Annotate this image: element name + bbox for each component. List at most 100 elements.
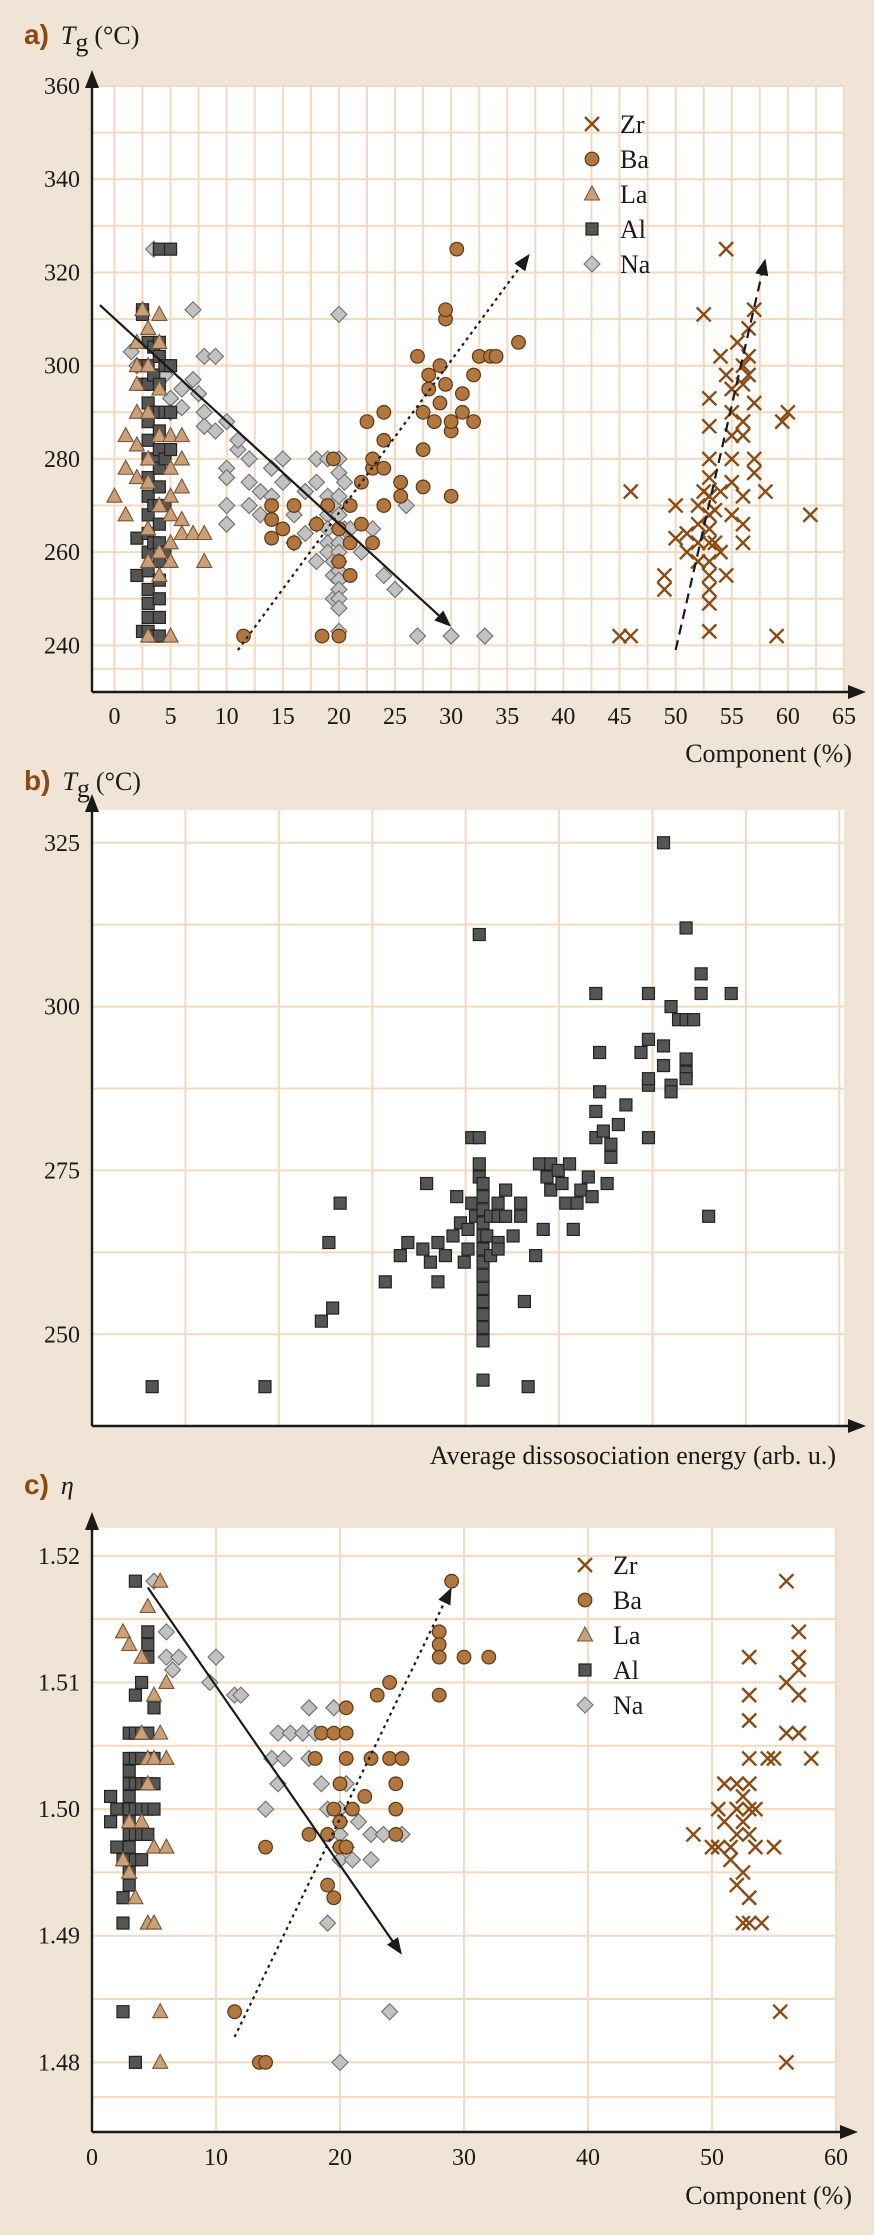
x-tick-label: 30 xyxy=(452,2145,476,2171)
y-tick-label: 250 xyxy=(44,1322,80,1348)
data-point-na xyxy=(240,473,258,492)
data-point-zr xyxy=(746,301,763,318)
trend-arrowhead xyxy=(438,1587,452,1606)
data-point-al xyxy=(163,242,178,256)
x-tick-label: 40 xyxy=(551,704,575,730)
data-point-na xyxy=(275,1749,293,1768)
data-point-ba xyxy=(454,386,470,402)
data-point-zr xyxy=(766,1750,782,1767)
data-point-zr xyxy=(741,1649,758,1666)
x-tick-label: 50 xyxy=(664,704,688,730)
data-point-al xyxy=(694,967,708,981)
data-point-la xyxy=(157,1749,175,1766)
data-point-al xyxy=(145,1380,159,1394)
data-point-na xyxy=(206,422,225,440)
data-point-al xyxy=(472,1157,486,1171)
data-point-na xyxy=(281,1724,300,1742)
data-point-ba xyxy=(365,535,380,551)
data-point-la xyxy=(162,533,179,550)
data-point-ba xyxy=(449,241,465,257)
panel-header: b) Tg (°C) xyxy=(24,765,141,803)
data-point-na xyxy=(330,599,348,617)
data-point-al xyxy=(491,1242,505,1256)
y-tick-label: 1.49 xyxy=(38,1924,80,1950)
data-point-na xyxy=(274,450,292,468)
data-point-la xyxy=(151,2053,169,2069)
x-tick-label: 15 xyxy=(271,704,295,730)
y-tick-label: 1.51 xyxy=(38,1670,80,1696)
y-axis-arrow xyxy=(85,70,99,88)
data-point-al xyxy=(322,1235,336,1250)
data-point-na xyxy=(330,487,348,505)
data-point-ba xyxy=(415,442,431,458)
data-point-la xyxy=(162,505,179,522)
data-point-na xyxy=(349,1812,368,1831)
data-point-la xyxy=(145,1913,163,1930)
data-point-ba xyxy=(342,568,358,583)
data-point-na xyxy=(157,1623,176,1641)
data-point-la xyxy=(106,487,123,503)
data-point-la xyxy=(150,379,168,396)
grid xyxy=(91,1528,837,2132)
legend-marker-na xyxy=(583,255,601,273)
data-point-ba xyxy=(359,414,375,430)
data-point-la xyxy=(173,477,191,494)
data-point-zr xyxy=(735,1915,751,1931)
series-na xyxy=(145,1572,411,2072)
data-point-na xyxy=(232,1686,250,1704)
data-point-na xyxy=(362,1825,380,1844)
data-point-zr xyxy=(741,1775,758,1792)
data-point-na xyxy=(307,552,326,571)
x-tick-label: 50 xyxy=(700,2145,724,2171)
data-point-al xyxy=(465,1196,479,1210)
data-point-zr xyxy=(741,1826,758,1843)
data-point-zr xyxy=(716,1813,733,1830)
data-point-al xyxy=(604,1150,618,1164)
data-point-zr xyxy=(741,1915,758,1931)
data-point-al xyxy=(476,1281,490,1295)
x-axis-arrow xyxy=(840,2125,858,2139)
data-point-al xyxy=(480,1229,494,1243)
legend-marker-al xyxy=(578,1663,592,1677)
data-point-al xyxy=(592,1085,607,1099)
data-point-ba xyxy=(332,1776,348,1792)
data-point-al xyxy=(611,1117,626,1132)
data-point-zr xyxy=(741,1801,758,1817)
data-point-zr xyxy=(701,581,718,598)
data-point-ba xyxy=(444,1573,460,1589)
data-point-al xyxy=(581,1170,595,1184)
data-point-la xyxy=(139,552,157,569)
data-point-al xyxy=(141,596,155,611)
data-point-zr xyxy=(740,367,757,383)
series-ba xyxy=(236,241,526,644)
data-point-ba xyxy=(376,404,392,420)
x-tick-label: 0 xyxy=(108,704,120,730)
data-point-zr xyxy=(757,483,774,500)
data-point-ba xyxy=(326,1725,342,1741)
data-point-al xyxy=(476,1190,490,1204)
data-point-na xyxy=(386,580,404,599)
grid xyxy=(92,810,844,1426)
data-point-zr xyxy=(772,2003,789,2020)
data-point-al xyxy=(679,921,693,935)
axes xyxy=(85,1512,858,2139)
data-point-la xyxy=(195,524,213,541)
data-point-ba xyxy=(431,1687,447,1703)
data-point-ba xyxy=(443,414,459,430)
data-point-al xyxy=(476,1307,490,1322)
data-point-ba xyxy=(331,628,347,644)
data-point-al xyxy=(521,1380,535,1394)
x-axis-arrow xyxy=(848,1419,866,1433)
data-point-al xyxy=(499,1183,513,1197)
data-point-al xyxy=(641,1032,656,1046)
data-point-al xyxy=(147,1701,161,1715)
data-point-zr xyxy=(723,507,740,523)
data-point-ba xyxy=(314,628,330,644)
data-point-zr xyxy=(753,1915,770,1931)
data-point-na xyxy=(374,1825,393,1844)
data-point-zr xyxy=(710,1801,727,1817)
data-point-ba xyxy=(382,1751,398,1766)
data-point-na xyxy=(318,1914,337,1932)
data-point-al xyxy=(128,1574,142,1588)
